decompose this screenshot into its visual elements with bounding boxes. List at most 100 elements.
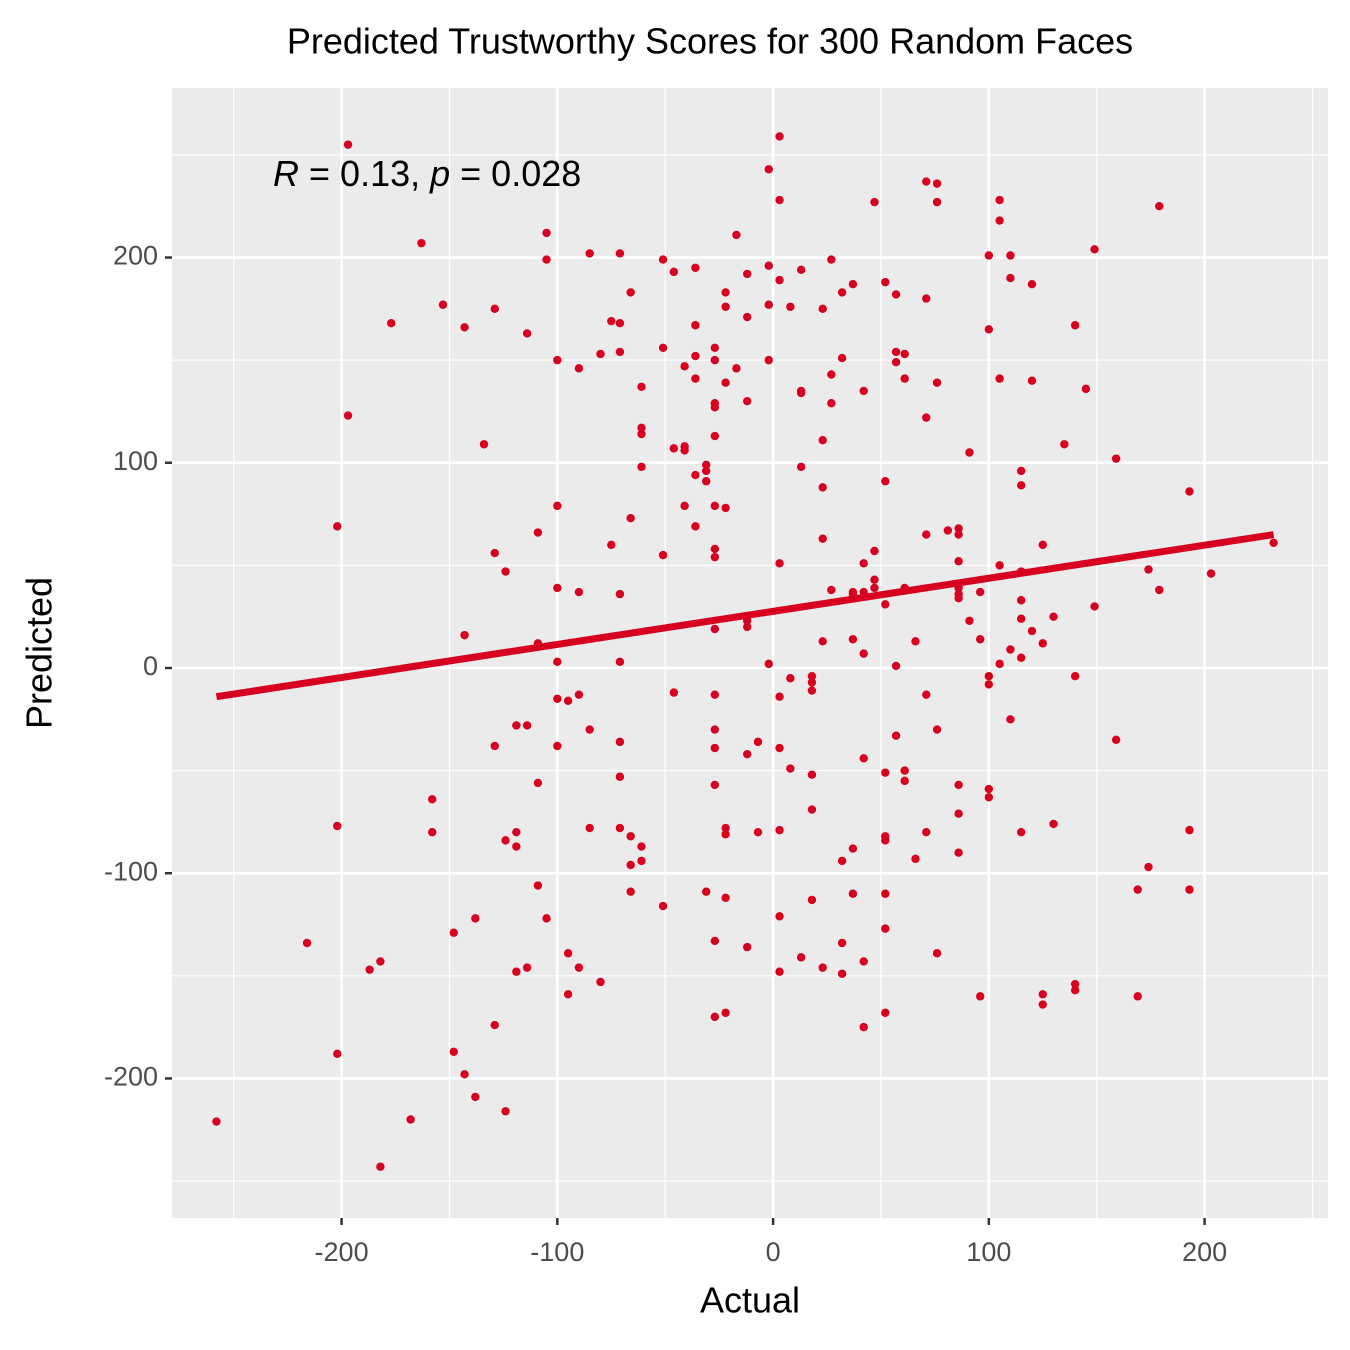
point bbox=[870, 575, 879, 584]
point bbox=[837, 353, 847, 363]
point bbox=[1070, 321, 1080, 330]
point bbox=[1090, 245, 1099, 254]
point bbox=[976, 992, 985, 1001]
point bbox=[837, 288, 847, 297]
point bbox=[365, 965, 374, 974]
point bbox=[563, 990, 573, 999]
point bbox=[553, 501, 562, 511]
point bbox=[669, 444, 679, 453]
point bbox=[775, 692, 784, 701]
point bbox=[553, 657, 562, 667]
point bbox=[859, 649, 868, 658]
point bbox=[900, 776, 909, 786]
point bbox=[607, 540, 616, 550]
point bbox=[490, 1020, 499, 1030]
point bbox=[542, 228, 551, 238]
point bbox=[702, 887, 711, 896]
x-tick-label: 200 bbox=[1182, 1237, 1227, 1267]
point bbox=[900, 766, 909, 775]
point bbox=[626, 288, 635, 297]
point bbox=[343, 411, 353, 420]
x-tick-label: 100 bbox=[966, 1237, 1011, 1267]
point bbox=[911, 637, 920, 646]
point bbox=[710, 725, 720, 734]
point bbox=[786, 764, 795, 773]
point bbox=[753, 737, 763, 747]
point bbox=[818, 304, 827, 314]
point bbox=[976, 587, 985, 597]
point bbox=[818, 963, 827, 972]
point bbox=[721, 893, 730, 903]
point bbox=[732, 230, 741, 240]
point bbox=[932, 197, 942, 207]
point bbox=[870, 583, 879, 593]
point bbox=[796, 462, 806, 472]
point bbox=[585, 249, 594, 258]
point bbox=[710, 552, 720, 562]
point bbox=[742, 622, 752, 632]
point bbox=[1017, 614, 1026, 623]
point bbox=[449, 1047, 458, 1056]
point bbox=[615, 318, 625, 328]
point bbox=[965, 616, 974, 625]
point bbox=[721, 378, 730, 387]
point bbox=[387, 318, 396, 328]
point bbox=[859, 957, 868, 966]
point bbox=[553, 741, 562, 751]
point bbox=[501, 1107, 510, 1116]
point bbox=[1206, 569, 1216, 578]
point bbox=[376, 1162, 385, 1171]
point bbox=[533, 528, 543, 537]
point bbox=[563, 949, 573, 958]
point bbox=[658, 550, 668, 560]
point bbox=[680, 501, 689, 511]
point bbox=[1060, 440, 1069, 449]
point bbox=[922, 413, 931, 422]
point bbox=[512, 842, 521, 851]
point bbox=[376, 957, 385, 966]
point bbox=[1038, 1000, 1047, 1009]
point bbox=[615, 589, 625, 599]
point bbox=[1185, 487, 1194, 496]
point bbox=[954, 524, 963, 533]
point bbox=[1269, 538, 1278, 547]
point bbox=[1017, 481, 1026, 490]
point bbox=[522, 721, 532, 730]
point bbox=[818, 435, 827, 445]
point bbox=[881, 768, 890, 777]
point bbox=[460, 323, 469, 332]
point bbox=[626, 832, 635, 841]
point bbox=[742, 942, 752, 952]
point bbox=[471, 914, 480, 923]
point bbox=[449, 928, 458, 937]
point bbox=[553, 583, 562, 593]
point bbox=[721, 302, 730, 311]
point bbox=[881, 924, 890, 933]
point bbox=[710, 431, 720, 441]
point bbox=[881, 477, 890, 486]
point bbox=[333, 1049, 342, 1059]
point bbox=[1133, 885, 1142, 894]
point bbox=[637, 382, 646, 392]
point bbox=[501, 836, 510, 845]
point bbox=[932, 378, 942, 387]
point bbox=[775, 275, 784, 285]
point bbox=[764, 261, 773, 270]
point bbox=[669, 267, 679, 277]
point bbox=[922, 530, 931, 539]
point bbox=[1049, 819, 1058, 829]
point bbox=[658, 901, 668, 911]
point bbox=[1038, 540, 1047, 550]
point bbox=[922, 827, 931, 837]
point bbox=[1027, 280, 1037, 289]
point bbox=[658, 255, 668, 264]
point bbox=[984, 671, 994, 681]
point bbox=[542, 914, 551, 923]
point bbox=[574, 364, 584, 373]
point bbox=[807, 770, 817, 779]
point bbox=[542, 255, 551, 264]
point bbox=[553, 355, 562, 365]
point bbox=[710, 1012, 720, 1022]
point bbox=[343, 140, 353, 149]
point bbox=[995, 195, 1004, 205]
